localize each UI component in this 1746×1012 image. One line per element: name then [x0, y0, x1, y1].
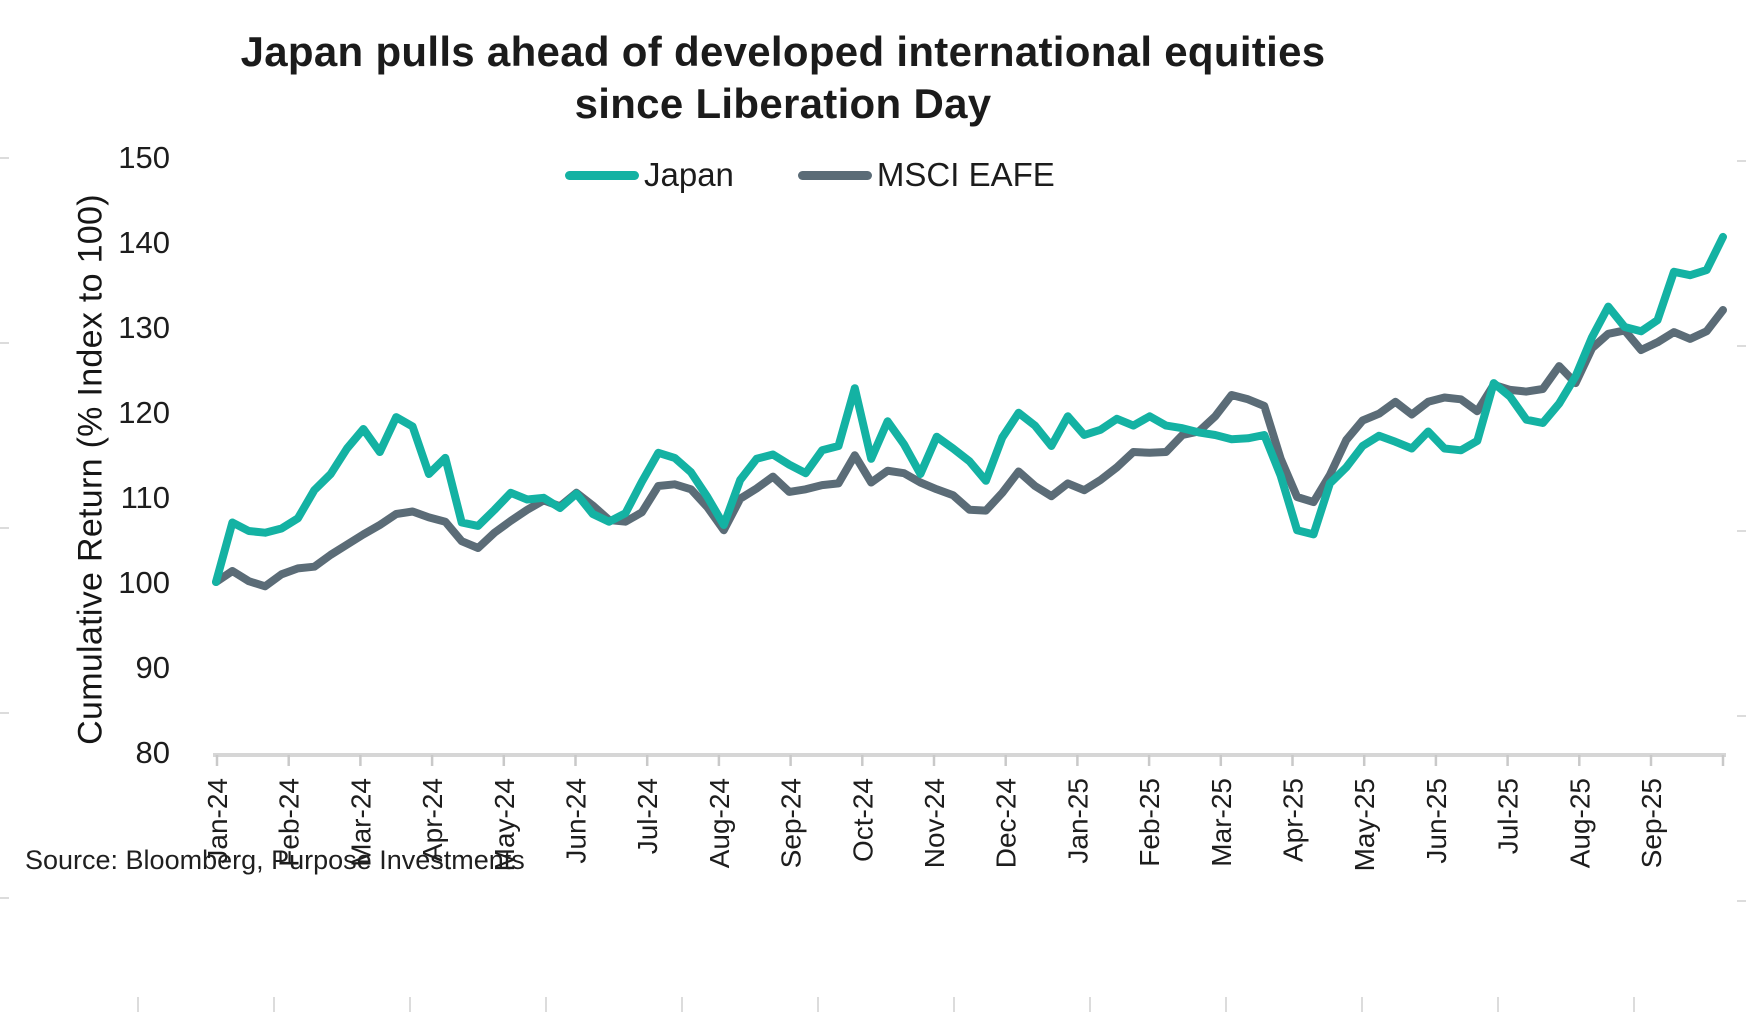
y-tick-label: 120	[118, 395, 170, 430]
x-tick-label: Mar-25	[1206, 778, 1237, 867]
frame-tick	[817, 997, 819, 1012]
x-tick-label: May-25	[1349, 778, 1380, 871]
frame-tick	[545, 997, 547, 1012]
y-tick-label: 80	[136, 735, 170, 770]
legend-item-japan: Japan	[565, 156, 734, 194]
x-tick-label: Feb-25	[1134, 778, 1165, 867]
y-tick-label: 150	[118, 140, 170, 175]
y-tick-label: 100	[118, 565, 170, 600]
x-tick-label: Aug-24	[704, 778, 735, 868]
frame-tick	[1737, 345, 1746, 347]
source-note: Source: Bloomberg, Purpose Investments	[25, 845, 525, 875]
y-tick-label: 110	[121, 480, 170, 515]
frame-tick	[0, 712, 9, 714]
frame-tick	[1737, 160, 1746, 162]
series-line-japan	[212, 232, 1727, 586]
x-tick-label: Jan-25	[1062, 778, 1093, 864]
x-tick-label: Oct-24	[847, 778, 878, 862]
x-tick-label: Jul-24	[632, 778, 663, 854]
frame-tick	[137, 997, 139, 1012]
legend-label-japan: Japan	[644, 156, 734, 193]
frame-tick	[1737, 900, 1746, 902]
x-tick-label: Nov-24	[919, 778, 950, 868]
x-tick-label: Jun-24	[561, 778, 592, 864]
x-tick-label: Mar-24	[345, 778, 376, 867]
msci-eafe-line-swatch	[797, 170, 872, 180]
frame-tick	[1737, 530, 1746, 532]
x-tick-label: Sep-25	[1636, 778, 1667, 868]
frame-tick	[1737, 715, 1746, 717]
x-tick-label: May-24	[489, 778, 520, 871]
frame-tick	[0, 897, 9, 899]
chart-title-line2: since Liberation Day	[574, 80, 992, 127]
chart-title-line1: Japan pulls ahead of developed internati…	[240, 28, 1326, 75]
series-line-msci-eafe	[212, 306, 1727, 591]
frame-tick	[0, 157, 9, 159]
y-tick-label: 90	[136, 650, 170, 685]
x-tick-label: Feb-24	[274, 778, 305, 867]
x-tick-label: Jun-25	[1421, 778, 1452, 864]
frame-tick	[953, 997, 955, 1012]
y-tick-label: 130	[118, 310, 170, 345]
frame-tick	[0, 342, 9, 344]
x-tick-label: Jul-25	[1493, 778, 1524, 854]
frame-tick	[1633, 997, 1635, 1012]
x-tick-label: Apr-25	[1278, 778, 1309, 862]
chart-title: Japan pulls ahead of developed internati…	[0, 26, 1566, 130]
frame-tick	[1361, 997, 1363, 1012]
x-tick-label: Sep-24	[776, 778, 807, 868]
japan-line-swatch	[565, 170, 639, 180]
x-tick-label: Dec-24	[991, 778, 1022, 868]
frame-tick	[409, 997, 411, 1012]
x-tick-label: Aug-25	[1564, 778, 1595, 868]
frame-tick	[1497, 997, 1499, 1012]
x-tick-label: Jan-24	[202, 778, 233, 864]
legend-item-msci-eafe: MSCI EAFE	[797, 156, 1055, 194]
frame-tick	[0, 527, 9, 529]
frame-tick	[1089, 997, 1091, 1012]
legend-label-msci-eafe: MSCI EAFE	[876, 156, 1055, 193]
x-tick-label: Apr-24	[417, 778, 448, 862]
legend: Japan MSCI EAFE	[565, 156, 1055, 194]
frame-tick	[273, 997, 275, 1012]
frame-tick	[681, 997, 683, 1012]
frame-tick	[1225, 997, 1227, 1012]
y-tick-label: 140	[118, 225, 170, 260]
